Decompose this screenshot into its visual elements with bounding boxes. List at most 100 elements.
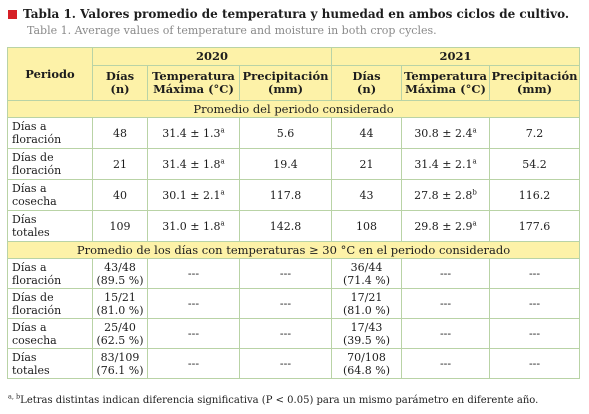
header-dias-2021: Días (n) bbox=[331, 65, 403, 101]
periodo-cell: Días de floración bbox=[7, 148, 93, 180]
table-title: Tabla 1. Valores promedio de temperatura… bbox=[23, 7, 570, 21]
prec-2020-cell: 142.8 bbox=[238, 210, 333, 242]
temp-2020-cell: --- bbox=[147, 318, 240, 349]
header-dias-line1: Días bbox=[352, 69, 381, 83]
header-temp-line2: Máxima (°C) bbox=[153, 82, 234, 96]
dias-ratio: 15/21 bbox=[104, 290, 136, 304]
section-header-1: Promedio del periodo considerado bbox=[6, 100, 581, 118]
header-year-2020: 2020 bbox=[91, 47, 333, 66]
section-2-body: Días a floración 43/48 (89.5 %) --- --- 36/44(… bbox=[7, 258, 581, 379]
periodo-line2: floración bbox=[12, 164, 62, 177]
dias-2020-cell: 15/21 (81.0 %) bbox=[92, 288, 148, 319]
periodo-cell: Días a cosecha bbox=[7, 179, 93, 211]
section-1-body: Días a floración 48 31.4 ± 1.3a 5.6 44 30.8 ± … bbox=[7, 117, 581, 242]
dias-2021-cell: 17/43 (39.5 %) bbox=[331, 318, 403, 349]
prec-2021-cell: 177.6 bbox=[489, 210, 581, 242]
header-temp-line2: Máxima (°C) bbox=[405, 82, 486, 96]
header-temp-2020: Temperatura Máxima (°C) bbox=[147, 65, 240, 101]
prec-2020-cell: --- bbox=[238, 318, 333, 349]
periodo-line1: Días de bbox=[12, 290, 54, 304]
prec-2021-cell: 7.2 bbox=[489, 117, 581, 149]
periodo-line1: Días bbox=[12, 350, 37, 364]
dias-percent: (89.5 %) bbox=[96, 273, 144, 287]
table-row: Días a floración 48 31.4 ± 1.3a 5.6 44 30.8 ± … bbox=[7, 117, 581, 149]
temp-2020-cell: 31.4 ± 1.3a bbox=[147, 117, 240, 149]
dias-ratio: 25/40 bbox=[104, 320, 136, 334]
periodo-line2: cosecha bbox=[12, 195, 57, 208]
periodo-line2: cosecha bbox=[12, 333, 57, 347]
dias-2021-cell: 44 bbox=[331, 117, 403, 149]
dias-ratio: 17/21 bbox=[350, 290, 383, 304]
periodo-line1: Días de bbox=[12, 151, 54, 164]
periodo-cell: Días a cosecha bbox=[7, 318, 93, 349]
temp-2021-cell: --- bbox=[401, 318, 491, 349]
prec-2021-cell: --- bbox=[489, 288, 581, 319]
header-temp-line1: Temperatura bbox=[404, 69, 487, 83]
dias-2020-cell: 21 bbox=[92, 148, 148, 180]
temp-2020-cell: --- bbox=[147, 258, 240, 289]
temp-2021-cell: 31.4 ± 2.1a bbox=[401, 148, 491, 180]
temp-2020-cell: --- bbox=[147, 348, 240, 379]
header-prec-2021: Precipitación (mm) bbox=[489, 65, 581, 101]
periodo-line2: floración bbox=[12, 303, 62, 317]
significance-letter: a bbox=[472, 218, 477, 227]
header-dias-line1: Días bbox=[105, 69, 135, 83]
dias-2020-cell: 109 bbox=[92, 210, 148, 242]
dias-2021-cell: 108 bbox=[331, 210, 403, 242]
dias-2021-cell: 70/108 (64.8 %) bbox=[331, 348, 403, 379]
header-prec-line2: (mm) bbox=[516, 82, 553, 96]
periodo-line2: totales bbox=[12, 363, 50, 377]
section-title: Promedio del periodo considerado bbox=[6, 100, 581, 118]
dias-percent: (81.0 %) bbox=[343, 303, 391, 317]
table-row: Días a floración 43/48 (89.5 %) --- --- 36/44(… bbox=[7, 258, 581, 289]
temp-2020-cell: 30.1 ± 2.1a bbox=[147, 179, 240, 211]
red-square-icon bbox=[8, 9, 17, 19]
temperature-value: 31.0 ± 1.8 bbox=[162, 219, 221, 233]
temperature-value: 30.8 ± 2.4 bbox=[414, 126, 473, 140]
header-row-columns: Días (n) Temperatura Máxima (°C) Precipita… bbox=[8, 65, 581, 101]
header-prec-2020: Precipitación (mm) bbox=[238, 65, 333, 101]
prec-2021-cell: 116.2 bbox=[489, 179, 581, 211]
periodo-line1: Días a bbox=[12, 120, 47, 133]
header-row-years: Periodo 2020 2021 bbox=[7, 47, 581, 101]
significance-letter: a bbox=[220, 218, 225, 227]
section-header-2: Promedio de los días con temperaturas ≥ … bbox=[6, 241, 581, 259]
dias-percent: (62.5 %) bbox=[96, 333, 144, 347]
prec-2020-cell: --- bbox=[238, 258, 333, 289]
table-row: Días a cosecha 40 30.1 ± 2.1a 117.8 43 27.8 ± … bbox=[7, 179, 581, 211]
temp-2021-cell: 27.8 ± 2.8b bbox=[401, 179, 491, 211]
dias-percent: (71.4 %) bbox=[343, 273, 391, 287]
dias-ratio: 83/109 bbox=[100, 350, 140, 364]
title-row: Tabla 1. Valores promedio de temperatura… bbox=[8, 7, 569, 21]
temperature-value: 29.8 ± 2.9 bbox=[414, 219, 473, 233]
temp-2020-cell: --- bbox=[147, 288, 240, 319]
header-dias-2020: Días (n) bbox=[92, 65, 148, 101]
dias-percent: (64.8 %) bbox=[343, 363, 391, 377]
prec-2020-cell: 19.4 bbox=[238, 148, 333, 180]
dias-2021-cell: 36/44 (71.4 %) bbox=[331, 258, 403, 289]
temperature-value: 27.8 ± 2.8 bbox=[414, 188, 473, 202]
footnote-marker: a, b bbox=[8, 392, 21, 401]
periodo-line1: Días a bbox=[12, 182, 47, 195]
prec-2021-cell: --- bbox=[489, 348, 581, 379]
periodo-cell: Días totales bbox=[7, 210, 93, 242]
header-dias-line2: (n) bbox=[110, 82, 130, 96]
prec-2020-cell: --- bbox=[238, 288, 333, 319]
header-prec-line1: Precipitación bbox=[242, 69, 329, 83]
footnote: a, bLetras distintas indican diferencia … bbox=[8, 392, 538, 406]
table-row: Días de floración 15/21 (81.0 %) --- --- 17/21… bbox=[7, 288, 581, 319]
temp-2021-cell: 29.8 ± 2.9a bbox=[401, 210, 491, 242]
significance-letter: a bbox=[472, 156, 477, 165]
dias-2020-cell: 40 bbox=[92, 179, 148, 211]
prec-2020-cell: 5.6 bbox=[238, 117, 333, 149]
dias-2021-cell: 43 bbox=[331, 179, 403, 211]
table-row: Días a cosecha 25/40 (62.5 %) --- --- 17/43 (39… bbox=[7, 318, 581, 349]
significance-letter: a bbox=[220, 156, 225, 165]
temperature-value: 30.1 ± 2.1 bbox=[162, 188, 221, 202]
header-periodo: Periodo bbox=[7, 47, 93, 101]
significance-letter: a bbox=[220, 187, 225, 196]
significance-letter: b bbox=[472, 187, 477, 196]
prec-2021-cell: --- bbox=[489, 258, 581, 289]
temperature-value: 31.4 ± 1.3 bbox=[162, 126, 221, 140]
